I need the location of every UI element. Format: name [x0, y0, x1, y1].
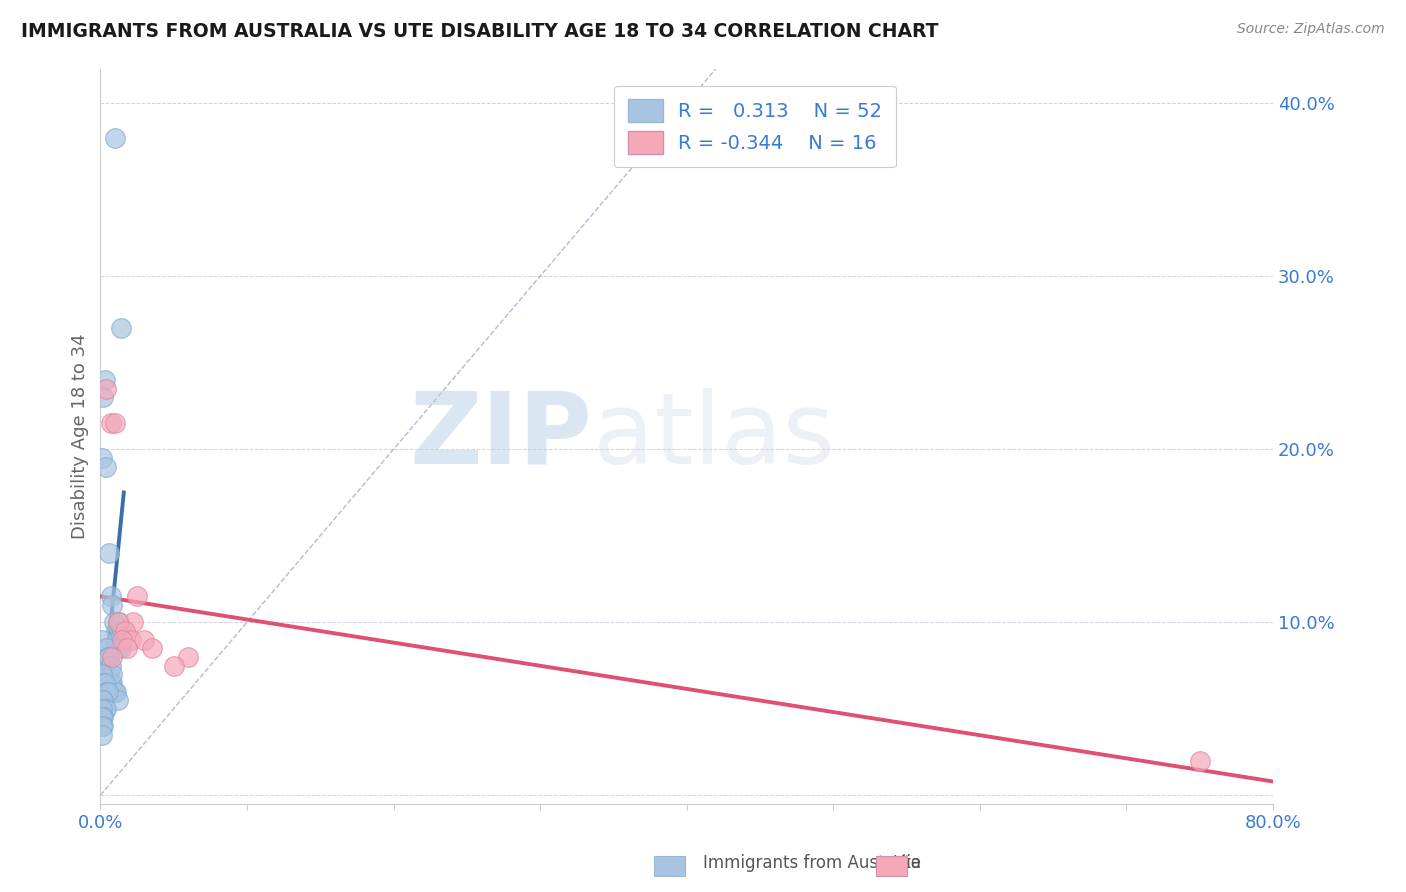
Point: [96, 649, 118, 664]
Point: [100, 417, 122, 431]
Text: IMMIGRANTS FROM AUSTRALIA VS UTE DISABILITY AGE 18 TO 34 CORRELATION CHART: IMMIGRANTS FROM AUSTRALIA VS UTE DISABIL…: [21, 22, 939, 41]
Point: [90, 632, 112, 647]
Point: [90, 728, 112, 742]
Point: [115, 641, 138, 656]
Point: [101, 598, 124, 612]
Point: [96, 382, 118, 396]
Point: [111, 624, 134, 638]
Point: [163, 658, 186, 673]
Point: [90, 693, 112, 707]
Point: [100, 676, 122, 690]
Point: [107, 693, 129, 707]
Point: [91, 676, 114, 690]
Point: [90, 667, 112, 681]
Point: [107, 632, 129, 647]
Legend: R =   0.313    N = 52, R = -0.344    N = 16: R = 0.313 N = 52, R = -0.344 N = 16: [614, 86, 896, 168]
Point: [125, 590, 148, 604]
Y-axis label: Disability Age 18 to 34: Disability Age 18 to 34: [72, 334, 89, 539]
Point: [97, 667, 120, 681]
Point: [110, 641, 132, 656]
Point: [107, 615, 129, 630]
Point: [108, 641, 131, 656]
Point: [97, 641, 120, 656]
Point: [101, 667, 124, 681]
Point: [91, 649, 114, 664]
Point: [91, 719, 114, 733]
Point: [90, 710, 112, 724]
Point: [104, 417, 127, 431]
Point: [120, 632, 142, 647]
Point: [111, 632, 134, 647]
Point: [91, 658, 114, 673]
Text: atlas: atlas: [593, 388, 835, 484]
Point: [101, 649, 124, 664]
Point: [105, 624, 128, 638]
Point: [98, 546, 121, 560]
Text: Immigrants from Australia: Immigrants from Australia: [703, 855, 921, 872]
Point: [94, 658, 117, 673]
Point: [114, 624, 136, 638]
Point: [90, 658, 112, 673]
Text: Ute: Ute: [893, 855, 922, 872]
Point: [91, 710, 114, 724]
Point: [96, 459, 118, 474]
Point: [90, 702, 112, 716]
Point: [98, 667, 121, 681]
Point: [177, 649, 200, 664]
Point: [105, 684, 128, 698]
Text: Source: ZipAtlas.com: Source: ZipAtlas.com: [1237, 22, 1385, 37]
Point: [104, 684, 127, 698]
Point: [94, 702, 117, 716]
Point: [121, 615, 143, 630]
Point: [96, 702, 118, 716]
Point: [97, 684, 120, 698]
Point: [103, 684, 125, 698]
Point: [101, 676, 124, 690]
Point: [97, 649, 120, 664]
Point: [98, 649, 121, 664]
Point: [94, 373, 117, 387]
Point: [91, 693, 114, 707]
Point: [90, 450, 112, 465]
Point: [100, 658, 122, 673]
Point: [103, 615, 125, 630]
Point: [91, 390, 114, 404]
Point: [94, 676, 117, 690]
Point: [96, 684, 118, 698]
Point: [90, 719, 112, 733]
Text: ZIP: ZIP: [411, 388, 593, 484]
Point: [96, 641, 118, 656]
Point: [108, 615, 131, 630]
Point: [134, 632, 156, 647]
Point: [1188, 754, 1211, 768]
Point: [141, 641, 163, 656]
Point: [94, 649, 117, 664]
Point: [110, 321, 132, 335]
Point: [100, 590, 122, 604]
Point: [104, 130, 127, 145]
